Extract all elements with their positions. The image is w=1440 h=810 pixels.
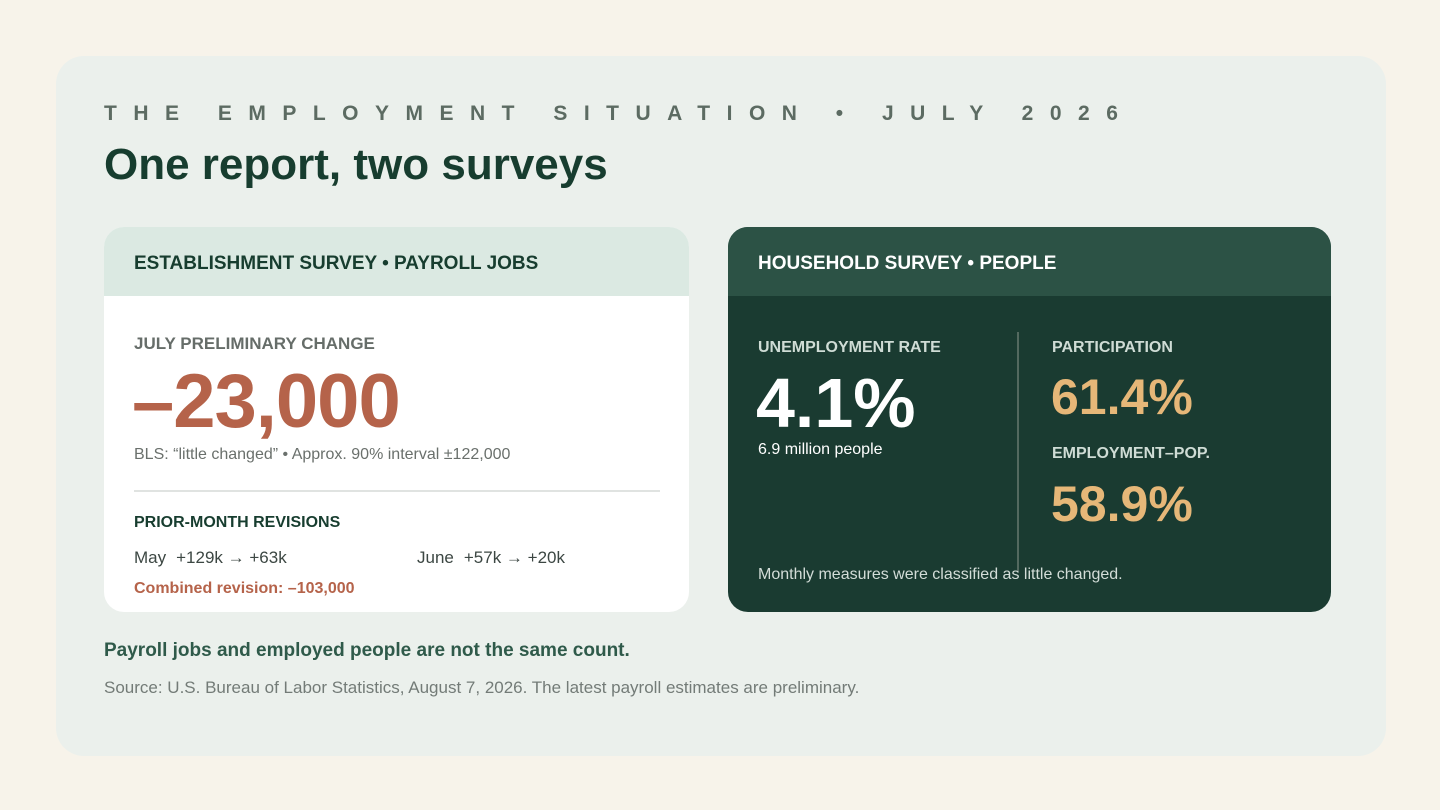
household-heading: HOUSEHOLD SURVEY • PEOPLE xyxy=(728,227,1331,296)
report-card: THE EMPLOYMENT SITUATION • JULY 2026 One… xyxy=(56,56,1386,756)
participation-label: PARTICIPATION xyxy=(1052,339,1173,356)
emp-pop-label: EMPLOYMENT–POP. xyxy=(1052,445,1210,462)
unemployment-value: 4.1% xyxy=(756,364,916,442)
household-footnote: Monthly measures were classified as litt… xyxy=(758,566,1123,583)
revision-change: +129k → +63k xyxy=(176,548,287,567)
revision-may: May +129k → +63k xyxy=(134,548,287,568)
change-note: BLS: “little changed” • Approx. 90% inte… xyxy=(134,446,511,463)
revision-change: +57k → +20k xyxy=(463,548,565,567)
source-note: Source: U.S. Bureau of Labor Statistics,… xyxy=(104,678,860,697)
unemployment-label: UNEMPLOYMENT RATE xyxy=(758,339,941,356)
change-label: JULY PRELIMINARY CHANGE xyxy=(134,334,375,353)
revision-month: June xyxy=(417,548,454,567)
revision-month: May xyxy=(134,548,167,567)
establishment-heading: ESTABLISHMENT SURVEY • PAYROLL JOBS xyxy=(104,227,689,296)
unemployment-note: 6.9 million people xyxy=(758,441,883,458)
report-kicker: THE EMPLOYMENT SITUATION • JULY 2026 xyxy=(104,102,1135,125)
takeaway-text: Payroll jobs and employed people are not… xyxy=(104,640,630,661)
establishment-panel: ESTABLISHMENT SURVEY • PAYROLL JOBS JULY… xyxy=(104,227,689,612)
household-panel: HOUSEHOLD SURVEY • PEOPLE UNEMPLOYMENT R… xyxy=(728,227,1331,612)
page-title: One report, two surveys xyxy=(104,140,608,189)
emp-pop-value: 58.9% xyxy=(1051,476,1193,532)
participation-value: 61.4% xyxy=(1051,369,1193,425)
section-divider xyxy=(134,490,660,492)
revision-june: June +57k → +20k xyxy=(417,548,565,568)
change-value: –23,000 xyxy=(132,359,401,444)
combined-revision: Combined revision: –103,000 xyxy=(134,580,355,597)
revisions-label: PRIOR-MONTH REVISIONS xyxy=(134,514,341,531)
column-divider xyxy=(1017,332,1019,572)
